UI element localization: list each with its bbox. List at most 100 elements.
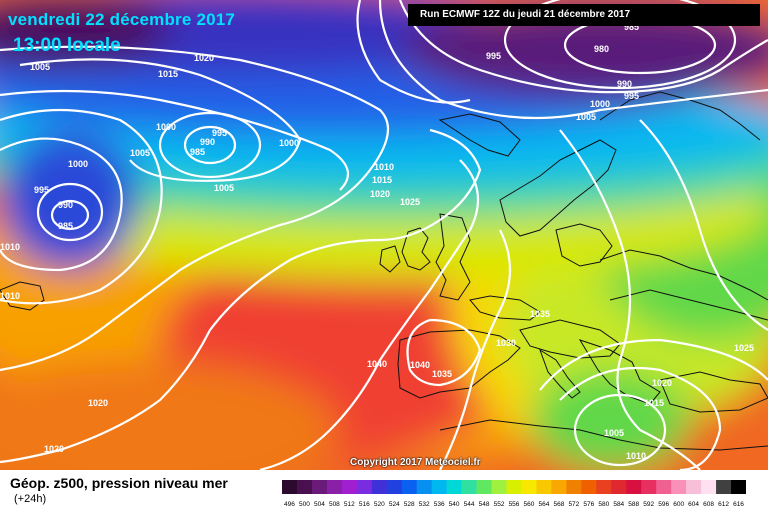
isobar-label: 995 [486, 51, 501, 61]
scale-swatch [671, 480, 687, 494]
scale-swatch [401, 480, 418, 494]
isobar-label: 1020 [88, 398, 108, 408]
isobar-label: 990 [617, 79, 632, 89]
scale-swatch [656, 480, 672, 494]
scale-swatch [311, 480, 328, 494]
scale-swatch [626, 480, 642, 494]
scale-swatch [716, 480, 732, 494]
scale-swatch [326, 480, 343, 494]
isobar-label: 1010 [626, 451, 646, 461]
scale-label: 568 [553, 501, 564, 508]
isobar-label: 1025 [734, 343, 754, 353]
scale-swatch [506, 480, 522, 494]
scale-label: 516 [359, 501, 370, 508]
scale-label: 540 [449, 501, 460, 508]
isobar-label: 1000 [279, 138, 299, 148]
isobar-label: 995 [624, 91, 639, 101]
scale-swatch [446, 480, 462, 494]
scale-swatch [416, 480, 432, 494]
color-scale: 496 500 504 508 512 516 520 524 528 532 536 540 544 5… [282, 480, 746, 508]
isobar-label: 1000 [156, 122, 176, 132]
scale-label: 532 [419, 501, 430, 508]
isobar-label: 1005 [576, 112, 596, 122]
scale-label: 592 [643, 501, 654, 508]
scale-swatch [566, 480, 582, 494]
isobar-label: 995 [34, 185, 49, 195]
scale-label: 556 [509, 501, 520, 508]
model-run-label: Run ECMWF 12Z du jeudi 21 décembre 2017 [408, 4, 760, 26]
isobar-label: 1005 [30, 62, 50, 72]
isobar-label: 1000 [68, 159, 88, 169]
isobars [0, 0, 768, 470]
scale-label: 560 [524, 501, 535, 508]
isobar-label: 1020 [194, 53, 214, 63]
scale-swatch [731, 480, 746, 494]
scale-swatch [341, 480, 358, 494]
scale-label: 528 [404, 501, 415, 508]
scale-label: 584 [613, 501, 624, 508]
scale-swatch [356, 480, 373, 494]
isobar-label: 1010 [0, 242, 20, 252]
isobar-label: 1015 [158, 69, 178, 79]
scale-swatch [431, 480, 447, 494]
scale-swatch [386, 480, 403, 494]
scale-swatch [282, 480, 298, 494]
scale-label: 496 [284, 501, 295, 508]
scale-swatch [686, 480, 702, 494]
scale-label: 504 [314, 501, 325, 508]
scale-label: 548 [479, 501, 490, 508]
isobar-label: 985 [58, 221, 73, 231]
scale-label: 576 [583, 501, 594, 508]
isobar-labels: 1005 1015 1020 1000 995 990 985 1000 100… [0, 22, 754, 461]
scale-label: 600 [673, 501, 684, 508]
scale-swatch [461, 480, 477, 494]
scale-swatch [611, 480, 627, 494]
scale-label: 544 [464, 501, 475, 508]
scale-swatch [491, 480, 507, 494]
scale-swatch [551, 480, 567, 494]
isobar-label: 1010 [0, 291, 20, 301]
isobar-label: 1030 [496, 338, 516, 348]
isobar-label: 1010 [374, 162, 394, 172]
isobar-label: 1005 [604, 428, 624, 438]
isobar-label: 1015 [372, 175, 392, 185]
scale-swatch [581, 480, 597, 494]
scale-swatch [476, 480, 492, 494]
scale-swatch [701, 480, 717, 494]
scale-label: 552 [494, 501, 505, 508]
scale-label: 612 [718, 501, 729, 508]
legend-title: Géop. z500, pression niveau mer [10, 475, 228, 491]
scale-label: 604 [688, 501, 699, 508]
scale-label: 564 [539, 501, 550, 508]
scale-label: 508 [329, 501, 340, 508]
isobar-label: 1000 [590, 99, 610, 109]
isobar-label: 1035 [432, 369, 452, 379]
scale-label: 500 [299, 501, 310, 508]
scale-label: 572 [568, 501, 579, 508]
isobar-label: 1005 [214, 183, 234, 193]
isobar-label: 990 [200, 137, 215, 147]
isobar-label: 1025 [400, 197, 420, 207]
scale-swatch [521, 480, 537, 494]
scale-swatch [536, 480, 552, 494]
isobar-label: 1040 [367, 359, 387, 369]
forecast-date: vendredi 22 décembre 2017 [8, 10, 236, 29]
isobar-label: 985 [190, 147, 205, 157]
scale-label: 608 [703, 501, 714, 508]
isobar-label: 1020 [44, 444, 64, 454]
forecast-time: 13:00 locale [13, 35, 121, 56]
isobar-label: 995 [212, 128, 227, 138]
scale-label: 596 [658, 501, 669, 508]
isobar-label: 1020 [370, 189, 390, 199]
isobar-label: 980 [594, 44, 609, 54]
isobar-label: 990 [58, 200, 73, 210]
scale-swatch [641, 480, 657, 494]
isobar-label: 985 [624, 22, 639, 32]
weather-map: 1005 1015 1020 1000 995 990 985 1000 100… [0, 0, 768, 470]
scale-swatch [371, 480, 388, 494]
isobar-label: 1005 [130, 148, 150, 158]
isobar-label: 1020 [652, 378, 672, 388]
isobar-label: 1035 [530, 309, 550, 319]
isobar-label: 1040 [410, 360, 430, 370]
